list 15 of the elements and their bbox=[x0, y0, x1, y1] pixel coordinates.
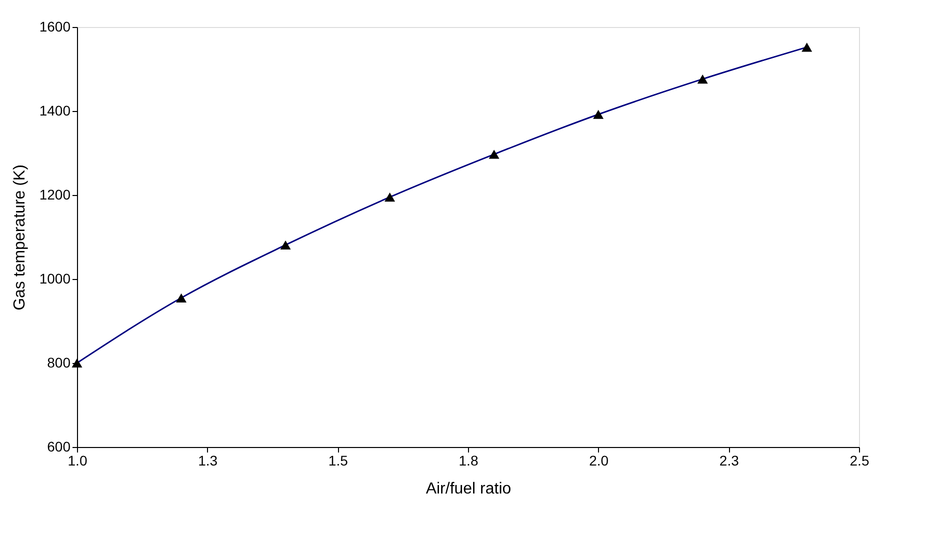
x-axis-title: Air/fuel ratio bbox=[426, 480, 512, 498]
x-tick-label: 2.3 bbox=[719, 452, 740, 468]
x-tick-label: 2.5 bbox=[850, 452, 870, 468]
y-tick-label: 600 bbox=[47, 438, 71, 454]
y-axis-title: Gas temperature (K) bbox=[11, 164, 28, 310]
y-tick-label: 1000 bbox=[39, 270, 71, 286]
y-tick-label: 1400 bbox=[39, 102, 71, 118]
x-tick-label: 2.0 bbox=[589, 452, 609, 468]
x-tick-label: 1.0 bbox=[68, 452, 88, 468]
x-tick-label: 1.5 bbox=[328, 452, 348, 468]
y-tick-label: 1200 bbox=[39, 186, 71, 202]
y-tick-label: 800 bbox=[47, 354, 71, 370]
x-tick-label: 1.3 bbox=[198, 452, 218, 468]
y-tick-label: 1600 bbox=[39, 18, 71, 34]
x-tick-label: 1.8 bbox=[458, 452, 478, 468]
